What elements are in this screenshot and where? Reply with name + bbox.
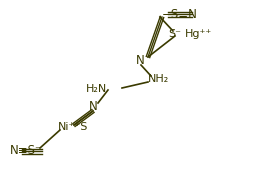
Text: −S≡N: −S≡N — [161, 7, 197, 20]
Text: N≡S⁻: N≡S⁻ — [10, 144, 42, 158]
Text: N: N — [88, 101, 97, 114]
Text: N: N — [135, 54, 144, 67]
Text: Ni⁺⁺S: Ni⁺⁺S — [58, 122, 88, 132]
Text: Hg⁺⁺: Hg⁺⁺ — [184, 29, 211, 39]
Text: S⁻: S⁻ — [167, 29, 180, 39]
Text: NH₂: NH₂ — [147, 74, 169, 84]
Text: H₂N: H₂N — [85, 84, 107, 94]
